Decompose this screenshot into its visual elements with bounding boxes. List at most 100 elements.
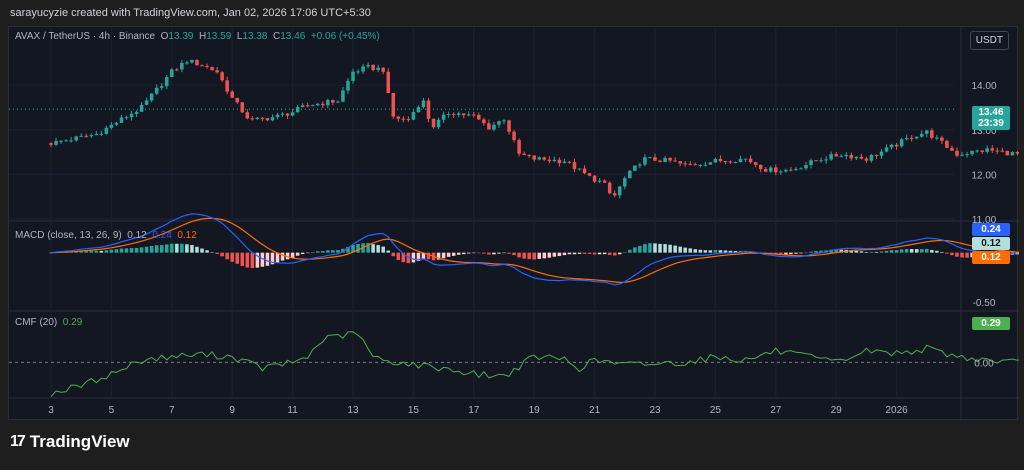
macd-histogram-bar xyxy=(386,250,390,253)
macd-histogram-bar xyxy=(225,252,229,260)
x-tick-label: 9 xyxy=(229,405,235,416)
chart-panel[interactable]: 3 5 7 9 11 13 15 17 19 21 23 25 27 29 2026 14.00 13.00 12… xyxy=(8,26,1019,421)
macd-histogram-bar xyxy=(346,246,350,253)
candle-body xyxy=(804,164,808,169)
tradingview-logo[interactable]: 17 TradingView xyxy=(10,432,130,452)
candle-body xyxy=(653,157,657,161)
candle-body xyxy=(235,97,239,103)
candle-body xyxy=(527,154,531,156)
candle-body xyxy=(119,117,124,123)
macd-histogram-bar xyxy=(779,252,783,255)
candle-body xyxy=(270,117,275,121)
macd-histogram-bar xyxy=(154,245,159,253)
macd-histogram-bar xyxy=(129,248,134,253)
macd-histogram-bar xyxy=(809,251,813,253)
macd-histogram-bar xyxy=(79,250,83,253)
candle-body xyxy=(1005,150,1010,156)
macd-histogram-bar xyxy=(532,252,536,260)
candle-body xyxy=(945,140,949,148)
macd-histogram-bar xyxy=(310,252,315,253)
candle-body xyxy=(794,168,798,170)
x-tick-label: 5 xyxy=(109,405,115,416)
macd-line-value: 0.24 xyxy=(152,230,172,241)
high-value: 13.59 xyxy=(206,31,232,42)
candle-body xyxy=(74,136,78,141)
candle-body xyxy=(220,72,224,81)
macd-histogram-bar xyxy=(482,252,486,254)
candle-body xyxy=(582,168,587,174)
candle-body xyxy=(190,59,194,63)
candle-body xyxy=(592,175,597,182)
macd-histogram-bar xyxy=(879,251,884,253)
macd-histogram-bar xyxy=(401,252,406,263)
macd-histogram-bar xyxy=(381,246,385,253)
candle-body xyxy=(305,105,310,107)
brand-name: TradingView xyxy=(29,432,130,451)
macd-histogram-bar xyxy=(195,246,199,253)
candle-body xyxy=(1010,152,1015,156)
macd-label[interactable]: MACD (close, 13, 26, 9) xyxy=(15,230,122,241)
macd-histogram-bar xyxy=(703,250,708,253)
candle-body xyxy=(351,71,355,81)
macd-histogram-bar xyxy=(572,252,577,255)
macd-histogram-bar xyxy=(502,252,506,254)
candle-body xyxy=(935,137,939,139)
candle-body xyxy=(250,118,255,120)
candle-body xyxy=(753,162,758,165)
candle-body xyxy=(502,120,506,122)
candle-body xyxy=(316,103,320,106)
candle-body xyxy=(290,112,295,116)
macd-histogram-bar xyxy=(894,250,899,253)
macd-histogram-bar xyxy=(607,252,612,255)
macd-histogram-bar xyxy=(602,252,607,255)
candle-body xyxy=(718,158,723,162)
candle-body xyxy=(738,158,743,163)
candle-body xyxy=(522,153,526,155)
change-value: +0.06 (+0.45%) xyxy=(310,31,380,42)
cmf-layer xyxy=(9,331,1019,398)
macd-histogram-bar xyxy=(834,249,838,253)
macd-histogram-bar xyxy=(940,251,944,253)
candle-body xyxy=(467,114,471,116)
macd-signal-value: 0.12 xyxy=(177,230,197,241)
candle-body xyxy=(784,169,788,172)
macd-histogram-bar xyxy=(527,252,531,260)
macd-histogram-bar xyxy=(653,243,657,253)
cmf-label[interactable]: CMF (20) xyxy=(15,317,58,328)
candle-body xyxy=(482,119,486,124)
macd-histogram-bar xyxy=(477,252,481,254)
candle-body xyxy=(920,133,924,137)
candle-body xyxy=(552,159,557,162)
macd-histogram-bar xyxy=(648,243,652,253)
candle-body xyxy=(411,112,416,120)
low-label: L xyxy=(236,31,243,42)
candle-body xyxy=(532,155,536,160)
candle-body xyxy=(451,114,456,116)
macd-histogram-bar xyxy=(461,252,466,255)
macd-histogram-bar xyxy=(728,250,733,253)
candle-body xyxy=(386,71,390,93)
x-tick-label: 2026 xyxy=(885,405,908,416)
symbol-label[interactable]: AVAX / TetherUS · 4h · Binance xyxy=(15,31,156,42)
candle-body xyxy=(456,113,461,115)
candle-body xyxy=(356,71,360,73)
last-price-value: 13.46 xyxy=(978,107,1004,118)
candle-body xyxy=(683,163,687,165)
macd-histogram-bar xyxy=(114,249,119,253)
candle-body xyxy=(607,182,612,194)
candle-body xyxy=(265,118,270,121)
candle-body xyxy=(255,117,260,120)
macd-histogram-bar xyxy=(618,252,622,255)
macd-histogram-bar xyxy=(351,244,355,253)
candle-body xyxy=(779,171,783,173)
chart-canvas[interactable]: 3 5 7 9 11 13 15 17 19 21 23 25 27 29 2026 14.00 13.00 12… xyxy=(9,27,1019,421)
macd-histogram-bar xyxy=(149,246,154,253)
candle-body xyxy=(517,140,521,154)
candle-body xyxy=(225,80,229,92)
macd-histogram-bar xyxy=(643,244,647,253)
candle-body xyxy=(894,144,899,147)
candle-body xyxy=(416,107,421,113)
open-value: 13.39 xyxy=(168,31,194,42)
macd-histogram-bar xyxy=(955,252,959,257)
currency-button[interactable]: USDT xyxy=(969,31,1009,50)
